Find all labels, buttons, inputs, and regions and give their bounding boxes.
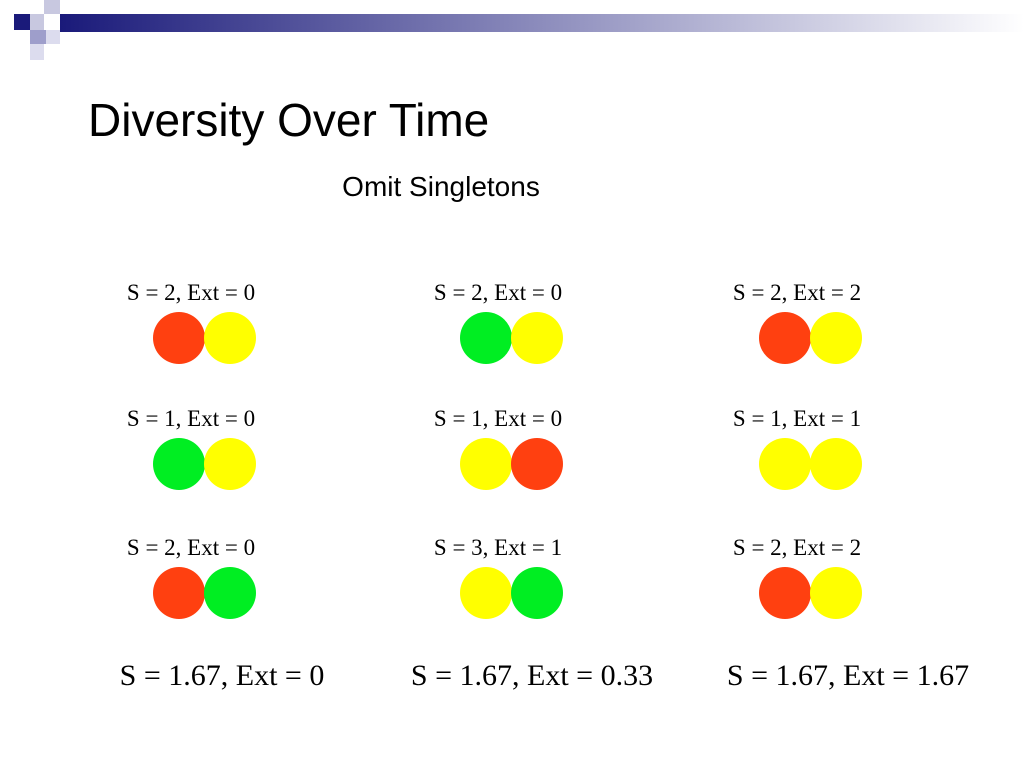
- summary-label: S = 1.67, Ext = 0: [120, 659, 325, 692]
- cell-label: S = 1, Ext = 1: [733, 406, 861, 431]
- circle: [204, 567, 256, 619]
- circle: [810, 438, 862, 490]
- circle: [511, 312, 563, 364]
- cell-label: S = 3, Ext = 1: [434, 535, 562, 560]
- cell-label: S = 2, Ext = 0: [127, 280, 255, 305]
- circle: [153, 438, 205, 490]
- circle: [810, 312, 862, 364]
- circle: [810, 567, 862, 619]
- circle: [460, 438, 512, 490]
- summary-label: S = 1.67, Ext = 1.67: [727, 659, 969, 692]
- circle: [511, 438, 563, 490]
- circle: [460, 312, 512, 364]
- cell-label: S = 2, Ext = 2: [733, 535, 861, 560]
- circle: [759, 438, 811, 490]
- cell-label: S = 2, Ext = 2: [733, 280, 861, 305]
- circle: [511, 567, 563, 619]
- subtitle: Omit Singletons: [342, 171, 540, 202]
- circle: [460, 567, 512, 619]
- circle: [759, 567, 811, 619]
- cell-label: S = 2, Ext = 0: [434, 280, 562, 305]
- circle: [759, 312, 811, 364]
- cell-label: S = 2, Ext = 0: [127, 535, 255, 560]
- cell-label: S = 1, Ext = 0: [127, 406, 255, 431]
- circle: [204, 438, 256, 490]
- title: Diversity Over Time: [88, 94, 489, 146]
- decoration: [14, 0, 1024, 60]
- cell-label: S = 1, Ext = 0: [434, 406, 562, 431]
- circle: [153, 312, 205, 364]
- circle: [153, 567, 205, 619]
- circle: [204, 312, 256, 364]
- summary-label: S = 1.67, Ext = 0.33: [411, 659, 653, 692]
